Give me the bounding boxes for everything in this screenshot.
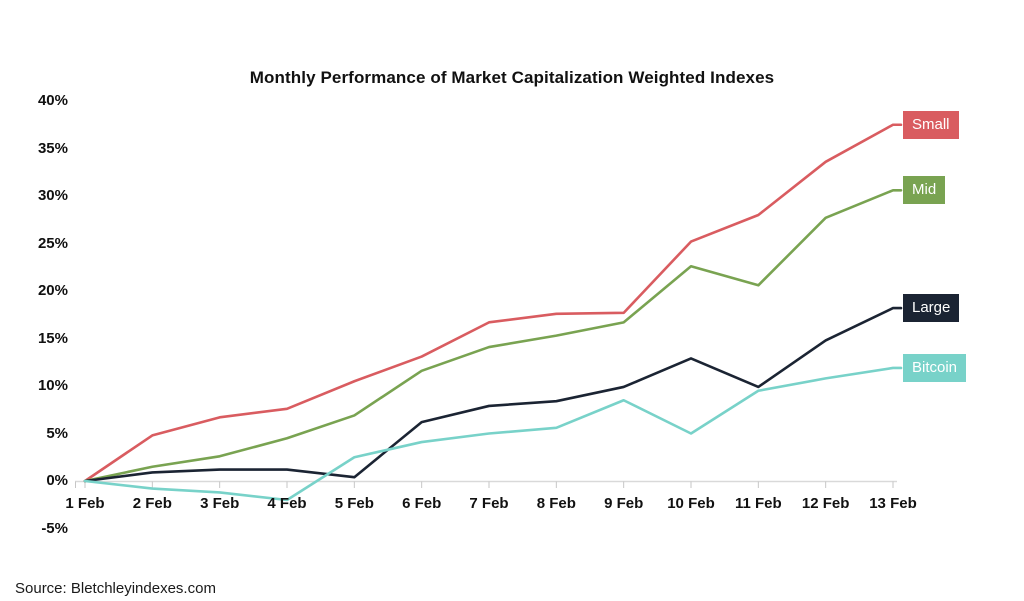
y-tick-label: 25% (37, 234, 68, 252)
chart-title: Monthly Performance of Market Capitaliza… (249, 68, 775, 87)
y-tick-label: 20% (37, 282, 68, 299)
y-tick-label: 30% (37, 187, 68, 204)
series-line-mid (83, 189, 903, 483)
series-line-bitcoin (83, 366, 903, 502)
x-tick-label: 13 Feb (869, 495, 917, 512)
x-tick-label: 8 Feb (536, 495, 576, 512)
x-tick-label: 10 Feb (667, 495, 715, 512)
y-tick-label: 0% (46, 472, 68, 489)
x-tick-label: 4 Feb (267, 495, 307, 512)
legend-mid: Mid (903, 176, 946, 205)
x-tick-label: 7 Feb (469, 495, 509, 512)
legend-large: Large (903, 294, 960, 323)
source-credit: Source: Bletchleyindexes.com (15, 580, 216, 597)
y-tick-label: 15% (37, 329, 68, 347)
legend-small: Small (903, 110, 959, 139)
legend-bitcoin: Bitcoin (903, 353, 967, 382)
x-tick-label: 11 Feb (734, 495, 782, 512)
x-tick-label: 1 Feb (65, 495, 105, 512)
y-tick-label: 40% (37, 92, 68, 109)
x-tick-label: 3 Feb (200, 495, 240, 512)
y-tick-label: -5% (41, 519, 68, 537)
series-line-small (83, 123, 903, 483)
x-tick-label: 6 Feb (402, 495, 442, 512)
x-tick-label: 9 Feb (604, 495, 644, 512)
x-tick-label: 2 Feb (132, 495, 172, 512)
y-tick-label: 10% (37, 377, 68, 394)
y-tick-label: 35% (37, 139, 68, 157)
series-line-large (83, 306, 903, 483)
y-tick-label: 5% (46, 424, 68, 442)
x-tick-label: 12 Feb (801, 495, 850, 512)
x-tick-label: 5 Feb (334, 495, 374, 512)
